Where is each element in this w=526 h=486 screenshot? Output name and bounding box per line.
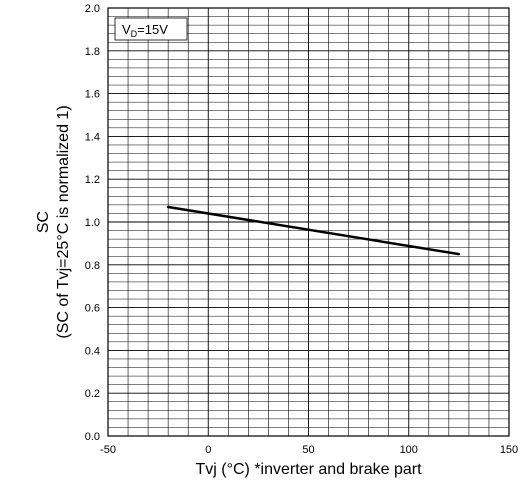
x-tick-label: 0 — [205, 444, 211, 456]
series-line — [166, 205, 461, 256]
y-tick-label: 0.8 — [85, 260, 100, 272]
y-tick-label: 1.6 — [85, 89, 100, 101]
annotation-text: VD=15V — [122, 22, 168, 39]
y-tick-label: 1.8 — [85, 46, 100, 58]
x-axis-label: Tvj (°C) *inverter and brake part — [195, 461, 422, 478]
y-axis-label-line1: SC — [35, 211, 52, 233]
x-tick-labels: -50 0 50 100 150 — [100, 444, 518, 456]
y-tick-labels: 0.0 0.2 0.4 0.6 0.8 1.0 1.2 1.4 1.6 1.8 2.0 — [85, 3, 100, 443]
grid-lines — [107, 7, 510, 437]
x-tick-label: 150 — [500, 444, 518, 456]
y-tick-label: 2.0 — [85, 3, 100, 15]
y-tick-label: 0.0 — [85, 431, 100, 443]
y-axis-label-line2: (SC of Tvj=25°C is normalized 1) — [55, 105, 72, 338]
y-tick-label: 1.2 — [85, 174, 100, 186]
y-tick-label: 0.2 — [85, 388, 100, 400]
y-tick-label: 0.4 — [85, 345, 100, 357]
x-tick-label: -50 — [100, 444, 116, 456]
y-tick-label: 1.0 — [85, 217, 100, 229]
x-tick-label: 100 — [400, 444, 418, 456]
series-layer — [166, 205, 461, 256]
annotation-rest: =15V — [137, 22, 168, 37]
annotation-main: V — [122, 22, 131, 37]
annotation-sub: D — [131, 29, 138, 39]
plot-area — [107, 7, 510, 437]
y-tick-label: 1.4 — [85, 131, 100, 143]
voltage-annotation: VD=15V — [114, 17, 188, 41]
y-tick-label: 0.6 — [85, 303, 100, 315]
annotation-box — [114, 17, 188, 41]
x-tick-label: 50 — [302, 444, 314, 456]
